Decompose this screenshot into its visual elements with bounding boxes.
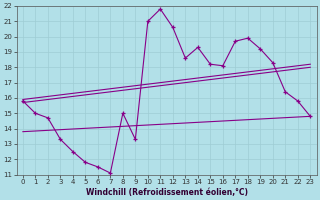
X-axis label: Windchill (Refroidissement éolien,°C): Windchill (Refroidissement éolien,°C) (85, 188, 248, 197)
